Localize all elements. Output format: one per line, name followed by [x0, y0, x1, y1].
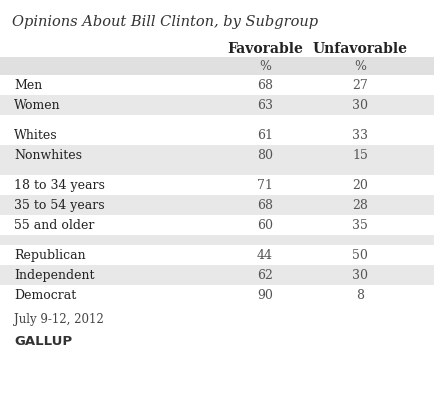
Text: 90: 90 [257, 289, 273, 302]
Text: 63: 63 [257, 99, 273, 112]
Text: 44: 44 [257, 249, 273, 262]
Text: Democrat: Democrat [14, 289, 76, 302]
FancyBboxPatch shape [0, 265, 434, 285]
Text: 30: 30 [352, 269, 368, 282]
Text: Women: Women [14, 99, 61, 112]
Text: Independent: Independent [14, 269, 95, 282]
FancyBboxPatch shape [0, 235, 434, 245]
Text: July 9-12, 2012: July 9-12, 2012 [14, 313, 104, 326]
Text: 27: 27 [352, 79, 368, 92]
Text: GALLUP: GALLUP [14, 335, 72, 348]
Text: 8: 8 [356, 289, 364, 302]
FancyBboxPatch shape [0, 145, 434, 165]
Text: %: % [354, 60, 366, 73]
Text: Republican: Republican [14, 249, 85, 262]
Text: 71: 71 [257, 179, 273, 192]
Text: 35: 35 [352, 219, 368, 232]
Text: 33: 33 [352, 129, 368, 142]
Text: 28: 28 [352, 199, 368, 212]
Text: Opinions About Bill Clinton, by Subgroup: Opinions About Bill Clinton, by Subgroup [12, 15, 318, 29]
Text: 55 and older: 55 and older [14, 219, 94, 232]
Text: Whites: Whites [14, 129, 58, 142]
Text: Favorable: Favorable [227, 42, 303, 56]
Text: %: % [259, 60, 271, 73]
Text: 30: 30 [352, 99, 368, 112]
Text: 80: 80 [257, 149, 273, 162]
Text: 68: 68 [257, 79, 273, 92]
Text: 18 to 34 years: 18 to 34 years [14, 179, 105, 192]
Text: Men: Men [14, 79, 42, 92]
Text: Nonwhites: Nonwhites [14, 149, 82, 162]
FancyBboxPatch shape [0, 57, 434, 75]
Text: 15: 15 [352, 149, 368, 162]
Text: 35 to 54 years: 35 to 54 years [14, 199, 105, 212]
Text: 62: 62 [257, 269, 273, 282]
Text: Unfavorable: Unfavorable [312, 42, 408, 56]
Text: 50: 50 [352, 249, 368, 262]
Text: 68: 68 [257, 199, 273, 212]
Text: 60: 60 [257, 219, 273, 232]
Text: 20: 20 [352, 179, 368, 192]
FancyBboxPatch shape [0, 165, 434, 175]
FancyBboxPatch shape [0, 195, 434, 215]
Text: 61: 61 [257, 129, 273, 142]
FancyBboxPatch shape [0, 95, 434, 115]
